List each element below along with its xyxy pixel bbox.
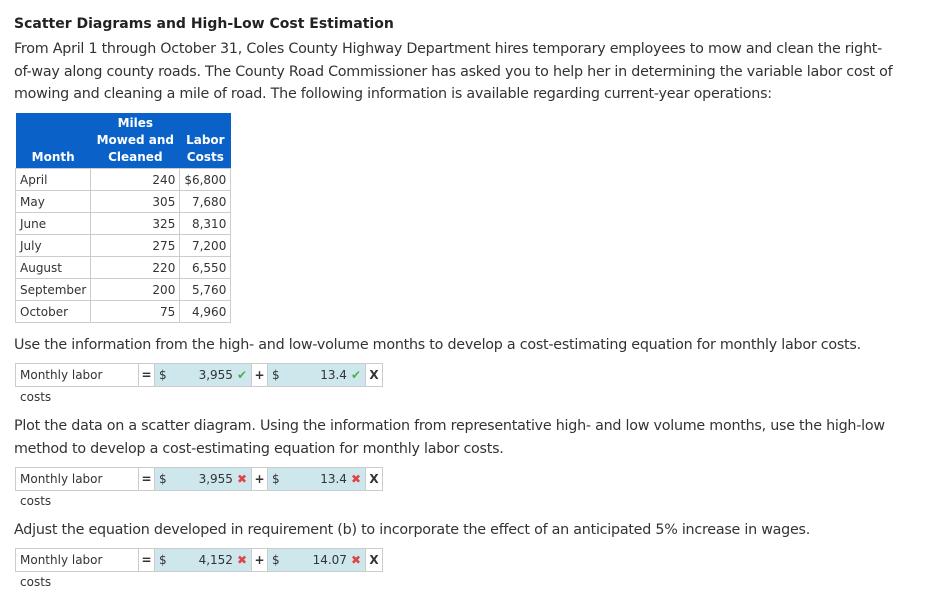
table-row: September 200 5,760 bbox=[14, 278, 232, 301]
cross-icon: ✖ bbox=[350, 553, 361, 567]
table-row: July 275 7,200 bbox=[14, 234, 232, 257]
x-label: X bbox=[369, 368, 379, 382]
plus-sign: + bbox=[252, 468, 268, 490]
dollar-sign: $ bbox=[272, 553, 280, 567]
month-cell: October bbox=[14, 300, 92, 323]
equals-sign: = bbox=[139, 549, 155, 571]
variable-cost-input[interactable]: $13.4 ✔ bbox=[268, 364, 366, 386]
x-label: X bbox=[369, 472, 379, 486]
equation-label: Monthly labor costs bbox=[16, 364, 139, 404]
equation-row: Monthly labor costs = $4,152 ✖ + $14.07 ✖ … bbox=[15, 548, 383, 589]
table-row: April 240 $6,800 bbox=[14, 168, 232, 191]
variable-cost-value: 14.07 bbox=[312, 553, 347, 567]
fixed-cost-value: 3,955 bbox=[198, 368, 233, 382]
equals-sign: = bbox=[139, 364, 155, 386]
dollar-sign: $ bbox=[272, 368, 280, 382]
variable-cost-value: 13.4 bbox=[320, 472, 347, 486]
equation-row: Monthly labor costs = $3,955 ✔ + $13.4 ✔ X bbox=[15, 363, 383, 404]
question-text: Use the information from the high- and l… bbox=[14, 337, 861, 353]
fixed-cost-input[interactable]: $4,152 ✖ bbox=[155, 549, 252, 571]
variable-cost-input[interactable]: $14.07 ✖ bbox=[268, 549, 366, 571]
table-row: June 325 8,310 bbox=[14, 212, 232, 235]
page-title: Scatter Diagrams and High-Low Cost Estim… bbox=[14, 16, 394, 32]
miles-cell: 325 bbox=[90, 212, 181, 235]
miles-cell: 75 bbox=[90, 300, 181, 323]
miles-cell: 220 bbox=[90, 256, 181, 279]
cost-cell: $6,800 bbox=[179, 168, 232, 191]
question-text: Adjust the equation developed in require… bbox=[14, 522, 811, 538]
cost-cell: 4,960 bbox=[179, 300, 232, 323]
cost-cell: 8,310 bbox=[179, 212, 232, 235]
cost-cell: 5,760 bbox=[179, 278, 232, 301]
dollar-sign: $ bbox=[272, 472, 280, 486]
x-label: X bbox=[369, 553, 379, 567]
intro-text: From April 1 through October 31, Coles C… bbox=[14, 41, 893, 102]
miles-cell: 240 bbox=[90, 168, 181, 191]
miles-cell: 305 bbox=[90, 190, 181, 213]
dollar-sign: $ bbox=[159, 553, 167, 567]
cross-icon: ✖ bbox=[236, 553, 247, 567]
dollar-sign: $ bbox=[159, 472, 167, 486]
equation-label: Monthly labor costs bbox=[16, 549, 139, 589]
plus-sign: + bbox=[252, 549, 268, 571]
table-row: May 305 7,680 bbox=[14, 190, 232, 213]
equation-label: Monthly labor costs bbox=[16, 468, 139, 508]
fixed-cost-value: 3,955 bbox=[198, 472, 233, 486]
fixed-cost-value: 4,152 bbox=[198, 553, 233, 567]
question-text: Plot the data on a scatter diagram. Usin… bbox=[14, 418, 885, 457]
cost-cell: 7,200 bbox=[179, 234, 232, 257]
check-icon: ✔ bbox=[236, 368, 247, 382]
cost-cell: 6,550 bbox=[179, 256, 232, 279]
table-row: October 75 4,960 bbox=[14, 300, 232, 323]
month-cell: June bbox=[14, 212, 92, 235]
dollar-sign: $ bbox=[159, 368, 167, 382]
month-cell: May bbox=[14, 190, 92, 213]
month-cell: July bbox=[14, 234, 92, 257]
cross-icon: ✖ bbox=[350, 472, 361, 486]
variable-cost-value: 13.4 bbox=[320, 368, 347, 382]
fixed-cost-input[interactable]: $3,955 ✔ bbox=[155, 364, 252, 386]
month-cell: August bbox=[14, 256, 92, 279]
plus-sign: + bbox=[252, 364, 268, 386]
miles-cell: 275 bbox=[90, 234, 181, 257]
fixed-cost-input[interactable]: $3,955 ✖ bbox=[155, 468, 252, 490]
check-icon: ✔ bbox=[350, 368, 361, 382]
month-cell: September bbox=[14, 278, 92, 301]
equation-row: Monthly labor costs = $3,955 ✖ + $13.4 ✖ X bbox=[15, 467, 383, 508]
cross-icon: ✖ bbox=[236, 472, 247, 486]
table-row: August 220 6,550 bbox=[14, 256, 232, 279]
col-month: Month bbox=[15, 113, 91, 169]
col-costs: Labor Costs bbox=[179, 113, 231, 169]
month-cell: April bbox=[14, 168, 92, 191]
miles-cell: 200 bbox=[90, 278, 181, 301]
data-table: Month Miles Mowed and Cleaned Labor Cost… bbox=[14, 113, 232, 323]
cost-cell: 7,680 bbox=[179, 190, 232, 213]
equals-sign: = bbox=[139, 468, 155, 490]
col-miles: Miles Mowed and Cleaned bbox=[90, 113, 180, 169]
variable-cost-input[interactable]: $13.4 ✖ bbox=[268, 468, 366, 490]
